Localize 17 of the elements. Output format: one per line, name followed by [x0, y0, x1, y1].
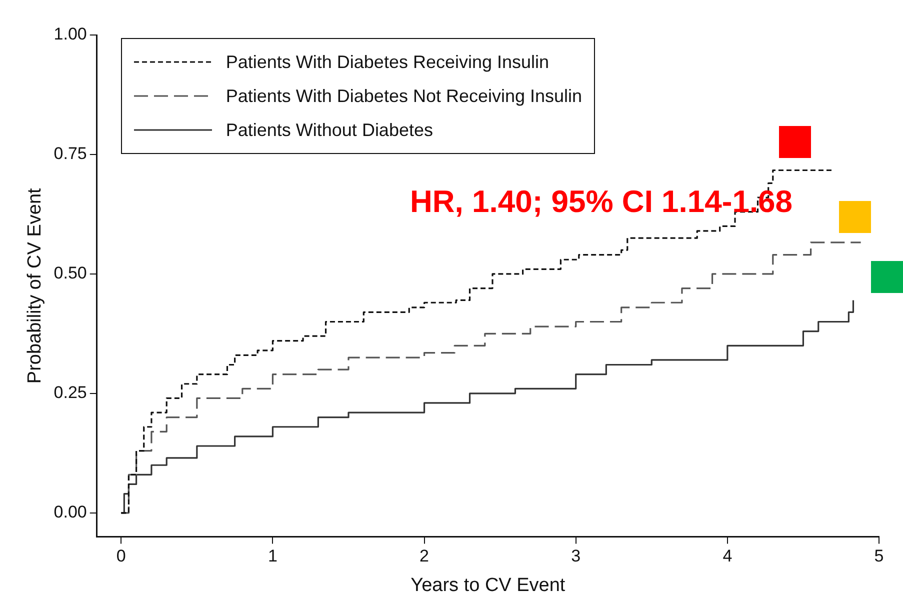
x-tick-label: 4 [722, 546, 732, 566]
y-tick-label: 0.25 [54, 383, 87, 402]
y-tick-label: 0.00 [54, 502, 87, 522]
y-tick-label: 0.75 [54, 144, 87, 164]
x-axis-title: Years to CV Event [410, 574, 566, 596]
legend-label: Patients With Diabetes Receiving Insulin [226, 52, 550, 72]
annotation: HR, 1.40; 95% CI 1.14-1.68 [410, 184, 793, 220]
x-tick-label: 3 [571, 546, 581, 566]
x-tick-label: 0 [116, 546, 126, 566]
x-tick-label: 2 [420, 546, 430, 566]
y-tick-label: 1.00 [54, 24, 87, 44]
legend-label: Patients Without Diabetes [226, 120, 433, 140]
legend-label: Patients With Diabetes Not Receiving Insulin [226, 86, 582, 106]
x-tick-label: 1 [268, 546, 278, 566]
y-tick-label: 0.50 [54, 264, 87, 283]
x-tick-label: 5 [874, 546, 884, 566]
y-axis-title: Probability of CV Event [24, 187, 46, 384]
